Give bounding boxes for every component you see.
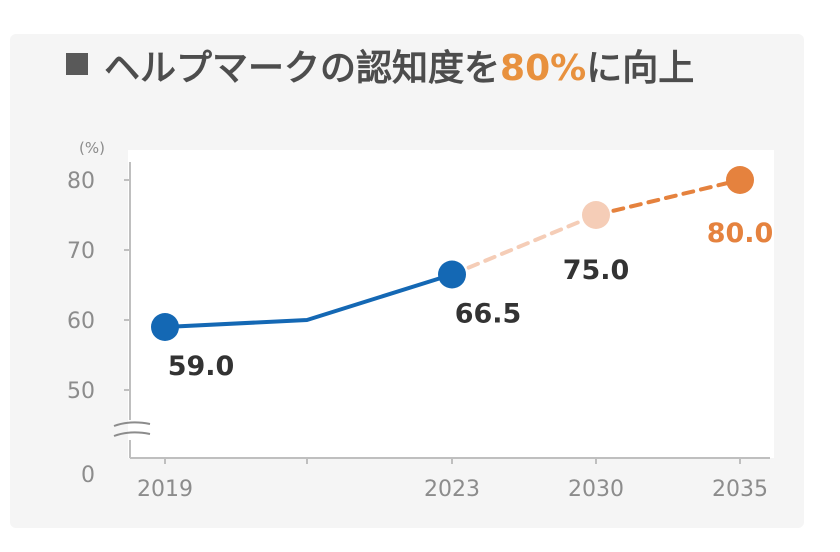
- actual-series-line: [163, 272, 454, 329]
- title-highlight: 80%: [500, 48, 587, 89]
- y-tick-label: 70: [67, 239, 95, 264]
- axis-break-mark: [113, 431, 151, 437]
- data-label-2030: 75.0: [563, 255, 630, 286]
- data-point-2019: [151, 313, 179, 341]
- y-axis-unit: (%): [79, 139, 105, 157]
- x-tick-label: 2030: [568, 477, 624, 502]
- x-tick-label: 2019: [137, 477, 193, 502]
- title-text-after: に向上: [586, 48, 695, 89]
- chart-title: ヘルプマークの認知度を80%に向上: [66, 42, 756, 96]
- y-tick-label: 60: [67, 309, 95, 334]
- x-tick-label: 2023: [424, 477, 480, 502]
- target-series-line: [594, 178, 742, 217]
- y-tick-label: 80: [67, 169, 95, 194]
- y-tick-label: 0: [81, 463, 95, 488]
- data-label-2023: 66.5: [455, 299, 522, 330]
- data-point-2023: [438, 260, 466, 289]
- title-text-before: ヘルプマークの認知度を: [104, 48, 501, 89]
- y-tick-label: 50: [67, 379, 95, 404]
- square-bullet-icon: [66, 53, 88, 75]
- data-label-2019: 59.0: [168, 351, 235, 382]
- axis-break-mark: [113, 421, 151, 427]
- plot-area: [128, 150, 774, 458]
- data-label-2035: 80.0: [707, 218, 774, 249]
- projection-series-line: [450, 213, 598, 277]
- data-point-2030: [582, 201, 610, 229]
- data-point-2035: [726, 166, 754, 194]
- x-tick-label: 2035: [712, 477, 768, 502]
